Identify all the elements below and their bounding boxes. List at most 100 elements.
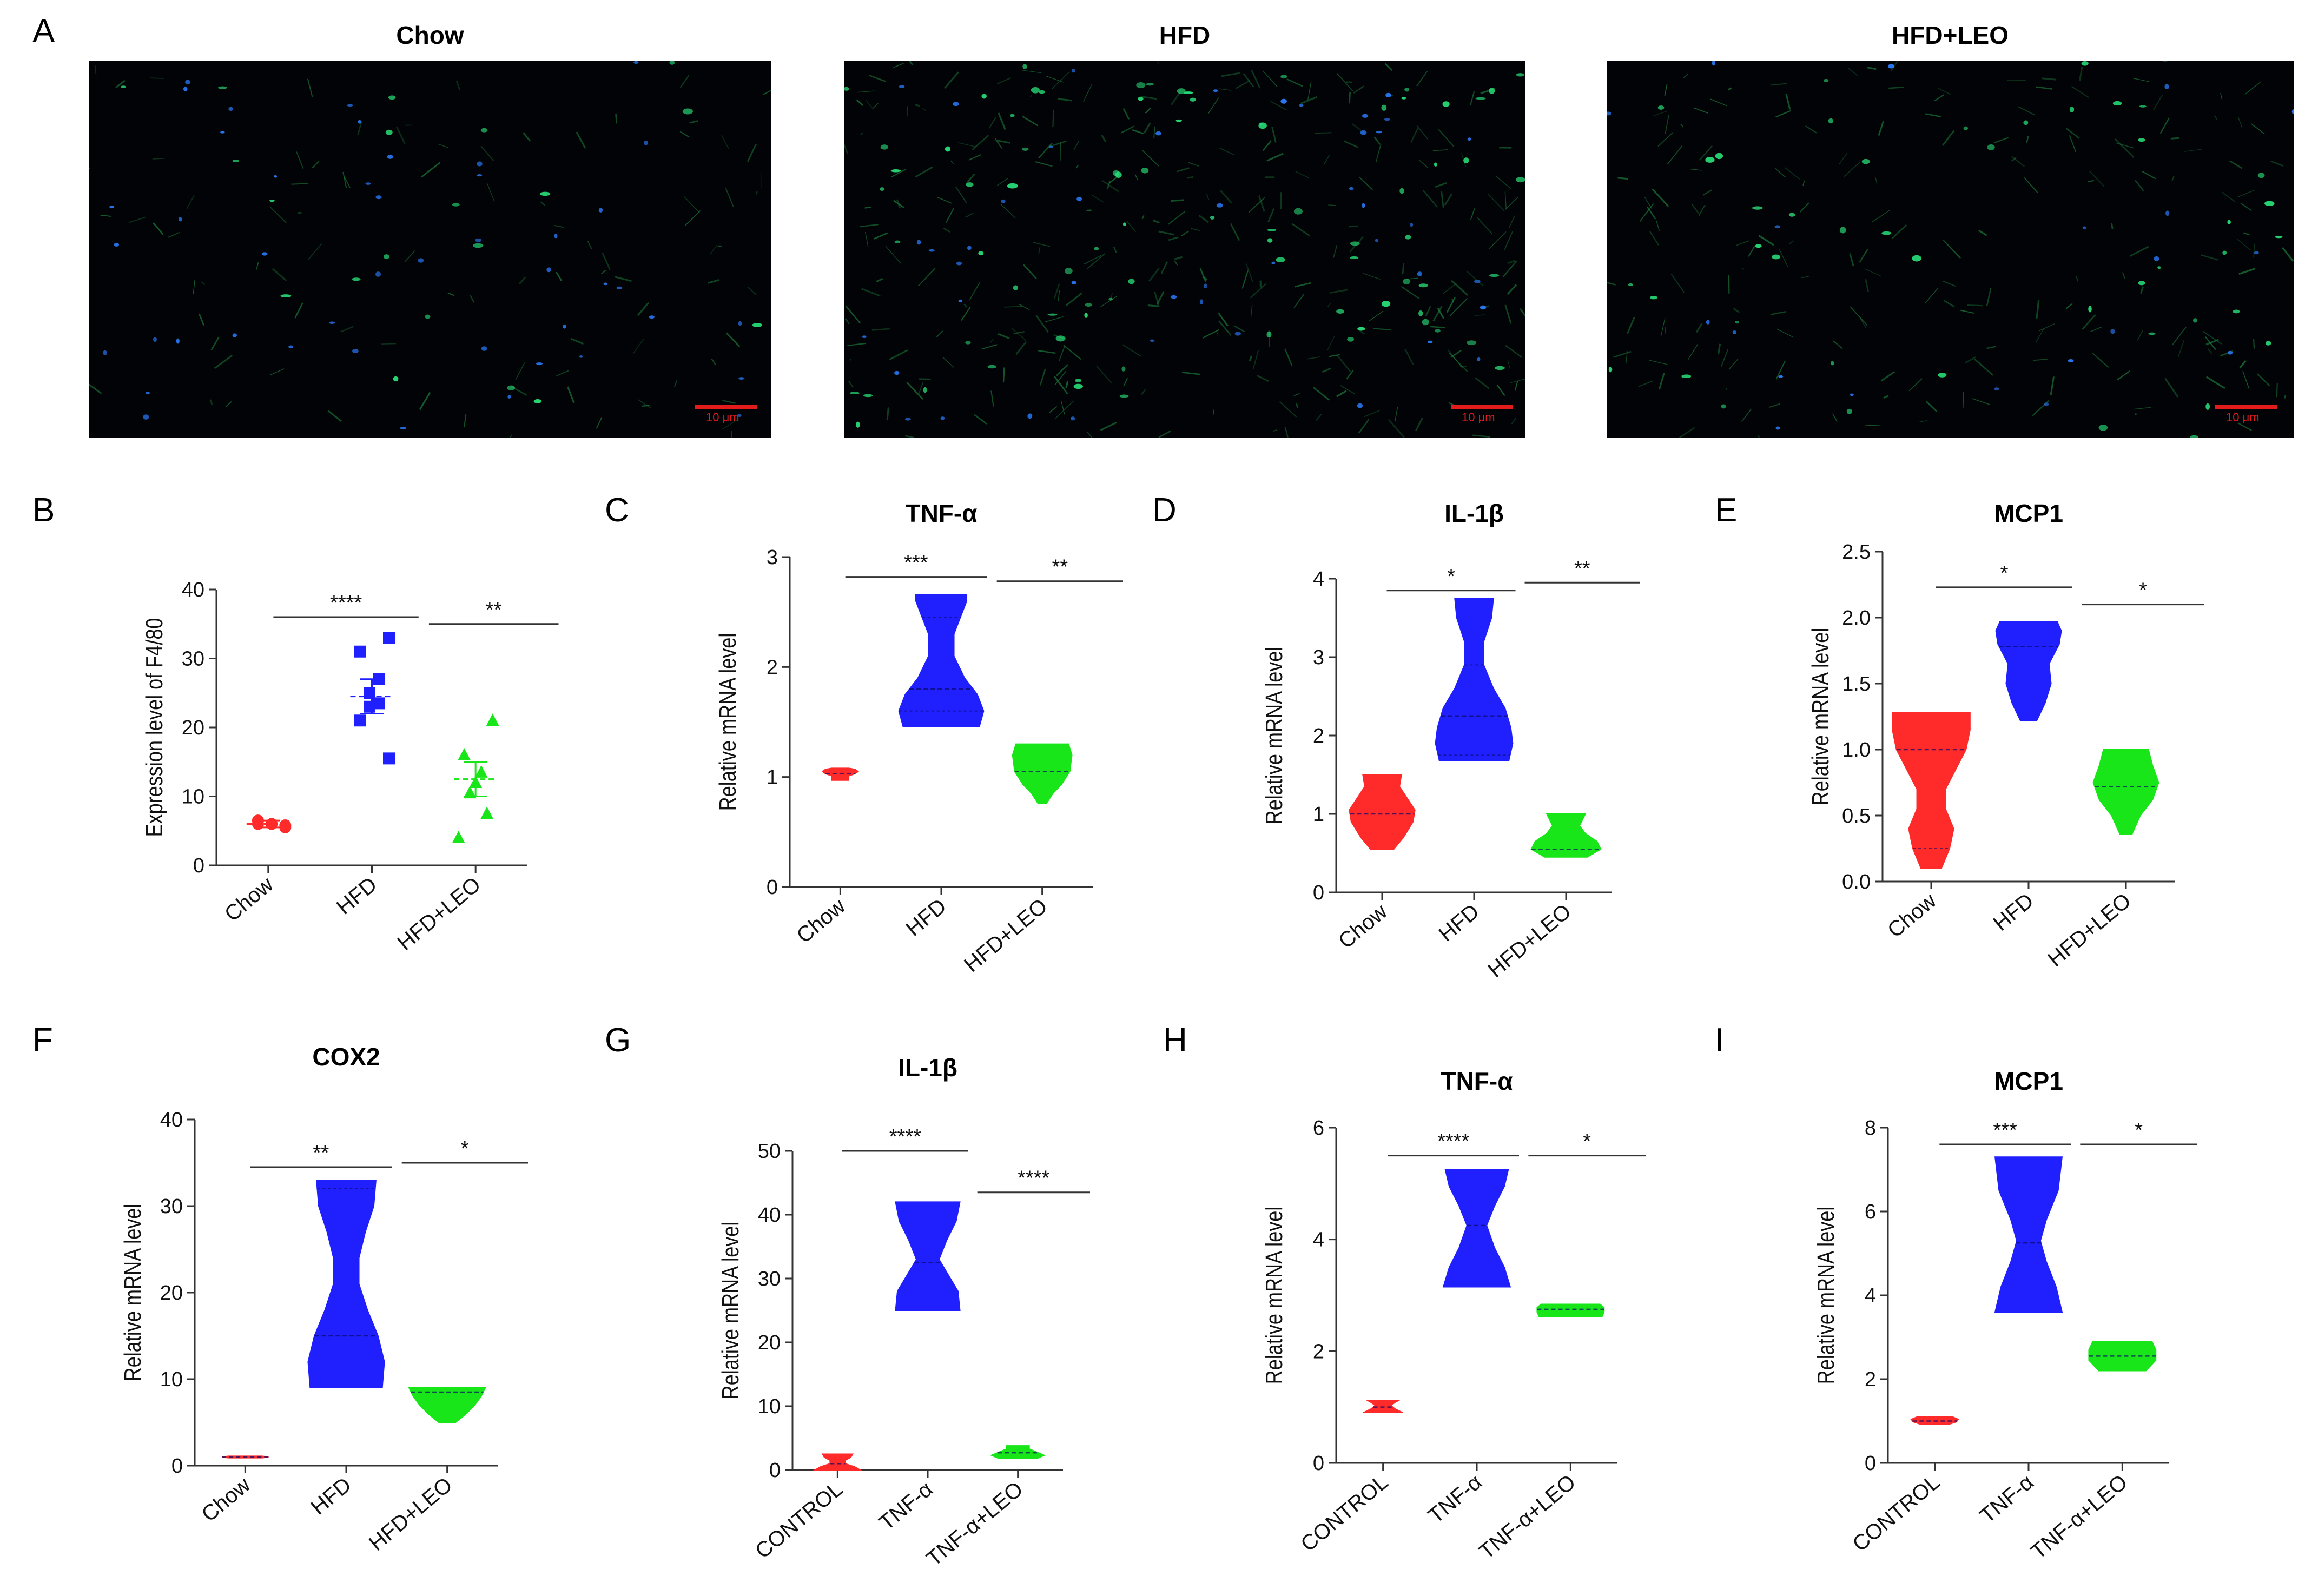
tissue-fiber xyxy=(1191,228,1200,231)
tissue-fiber xyxy=(1972,398,1991,405)
tissue-fiber xyxy=(1507,360,1511,369)
nucleus xyxy=(143,414,149,420)
tissue-fiber xyxy=(961,306,971,321)
tissue-fiber xyxy=(2092,352,2109,368)
nucleus xyxy=(329,321,335,324)
tissue-fiber xyxy=(864,231,869,247)
tissue-fiber xyxy=(1710,98,1727,107)
tissue-fiber xyxy=(1450,349,1462,358)
f480-signal xyxy=(1084,312,1088,318)
tissue-fiber xyxy=(1495,175,1511,189)
tissue-fiber xyxy=(1658,373,1665,390)
tissue-fiber xyxy=(637,399,652,409)
tissue-fiber xyxy=(731,431,732,438)
nucleus xyxy=(375,271,381,277)
tissue-fiber xyxy=(2229,160,2243,169)
tissue-fiber xyxy=(1122,344,1141,357)
nucleus xyxy=(1384,118,1390,121)
tissue-fiber xyxy=(89,383,102,394)
f480-signal xyxy=(1828,118,1833,124)
tissue-fiber xyxy=(1252,350,1259,369)
chart-panel-h: TNF-α 0 2 4 6 Relative mRNA level CONTROL TNF-α… xyxy=(1261,1067,1646,1564)
tissue-fiber xyxy=(1086,253,1105,269)
tissue-fiber xyxy=(1865,279,1870,293)
tissue-fiber xyxy=(1511,417,1517,425)
tissue-fiber xyxy=(1263,70,1278,87)
tissue-fiber xyxy=(1448,349,1463,368)
tissue-fiber xyxy=(1218,88,1231,91)
tissue-fiber xyxy=(1049,406,1058,413)
tissue-fiber xyxy=(893,63,904,68)
scale-bar-label: 10 μm xyxy=(2226,410,2260,424)
scale-bar-label: 10 μm xyxy=(706,410,739,424)
tissue-fiber xyxy=(1667,145,1683,165)
nucleus xyxy=(232,333,237,337)
tissue-fiber xyxy=(1160,261,1168,274)
tissue-fiber xyxy=(982,344,998,349)
tissue-fiber xyxy=(1504,304,1512,324)
tissue-fiber xyxy=(381,343,396,345)
tissue-fiber xyxy=(1779,249,1788,268)
tissue-fiber xyxy=(1487,193,1505,211)
tissue-fiber xyxy=(464,414,467,428)
tissue-fiber xyxy=(1757,434,1760,438)
chart-panel-f: COX2 0 10 20 30 40 Relative mRNA level Chow HFD H… xyxy=(120,1043,528,1555)
tissue-fiber xyxy=(1060,400,1065,415)
f480-signal xyxy=(232,160,240,162)
y-tick-label: 6 xyxy=(1313,1117,1324,1140)
tissue-fiber xyxy=(2129,246,2149,257)
tissue-fiber xyxy=(214,354,233,369)
x-tick-label: TNF-α+LEO xyxy=(922,1477,1027,1571)
tissue-fiber xyxy=(1134,174,1138,180)
tissue-fiber xyxy=(1373,136,1381,145)
tissue-fiber xyxy=(2203,331,2222,345)
tissue-fiber xyxy=(486,183,495,202)
f480-signal xyxy=(1381,301,1391,307)
x-tick-label: HFD+LEO xyxy=(960,894,1052,977)
nucleus xyxy=(1360,130,1367,135)
y-tick-label: 0 xyxy=(171,1455,183,1478)
tissue-fiber xyxy=(340,326,354,333)
tissue-fiber xyxy=(1145,107,1151,114)
tissue-fiber xyxy=(869,74,887,82)
y-axis-label: Relative mRNA level xyxy=(1261,1207,1287,1385)
x-tick-label: TNF-α+LEO xyxy=(1475,1470,1580,1564)
tissue-fiber xyxy=(1038,349,1056,354)
f480-signal xyxy=(923,387,927,393)
tissue-fiber xyxy=(1327,335,1335,351)
f480-signal xyxy=(1715,153,1723,160)
tissue-fiber xyxy=(1691,203,1699,214)
tissue-fiber xyxy=(2282,247,2294,262)
tissue-fiber xyxy=(1049,140,1067,148)
violin xyxy=(2088,1341,2157,1372)
tissue-fiber xyxy=(1960,309,1974,314)
tissue-fiber xyxy=(1313,387,1330,401)
tissue-fiber xyxy=(1324,155,1330,165)
tissue-fiber xyxy=(1015,341,1027,355)
tissue-fiber xyxy=(201,281,206,285)
tissue-fiber xyxy=(919,378,931,380)
x-tick-label: HFD xyxy=(332,872,381,919)
tissue-fiber xyxy=(966,174,975,183)
data-point xyxy=(279,819,292,832)
tissue-fiber xyxy=(1496,384,1505,396)
f480-signal xyxy=(1839,227,1846,234)
tissue-fiber xyxy=(942,356,955,368)
tissue-fiber xyxy=(1770,311,1786,315)
tissue-fiber xyxy=(1883,394,1889,399)
tissue-fiber xyxy=(2011,157,2017,162)
f480-signal xyxy=(352,277,361,281)
tissue-fiber xyxy=(998,112,1006,130)
f480-signal xyxy=(880,144,888,150)
tissue-fiber xyxy=(344,176,351,188)
tissue-fiber xyxy=(596,417,603,429)
micrograph-chow-texture xyxy=(89,61,771,438)
tissue-fiber xyxy=(721,135,729,149)
tissue-fiber xyxy=(1295,171,1310,178)
tissue-fiber xyxy=(1785,93,1791,110)
tissue-fiber xyxy=(2089,170,2105,187)
tissue-fiber xyxy=(342,171,347,188)
tissue-fiber xyxy=(1339,385,1355,394)
tissue-fiber xyxy=(1849,253,1854,267)
tissue-fiber xyxy=(1198,215,1209,223)
